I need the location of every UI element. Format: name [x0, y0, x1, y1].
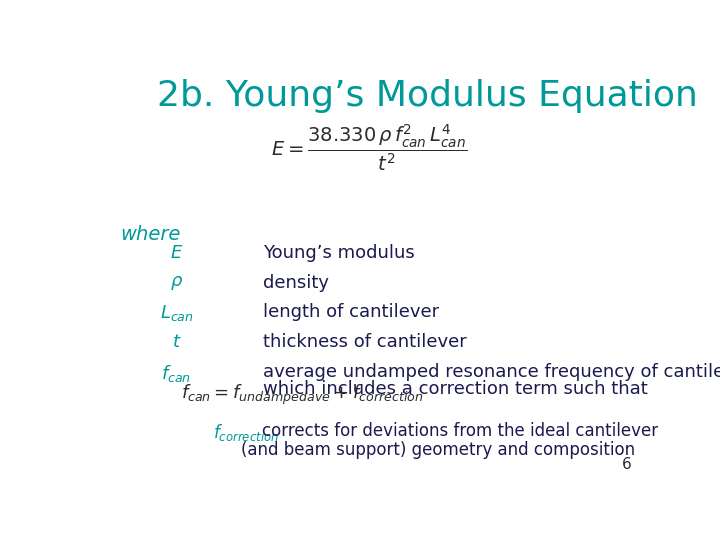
- Text: 2b. Young’s Modulus Equation: 2b. Young’s Modulus Equation: [157, 79, 698, 113]
- Text: 6: 6: [621, 457, 631, 472]
- Text: average undamped resonance frequency of cantilever,: average undamped resonance frequency of …: [263, 363, 720, 381]
- Text: $f_{can}$: $f_{can}$: [161, 363, 192, 384]
- Text: $\rho$: $\rho$: [170, 274, 183, 292]
- Text: density: density: [263, 274, 329, 292]
- Text: length of cantilever: length of cantilever: [263, 303, 439, 321]
- Text: (and beam support) geometry and composition: (and beam support) geometry and composit…: [240, 441, 635, 459]
- Text: corrects for deviations from the ideal cantilever: corrects for deviations from the ideal c…: [262, 422, 658, 441]
- Text: $E$: $E$: [170, 244, 183, 261]
- Text: where: where: [121, 225, 181, 244]
- Text: $f_{can} = f_{undampedave} + f_{correction}$: $f_{can} = f_{undampedave} + f_{correcti…: [181, 383, 423, 408]
- Text: thickness of cantilever: thickness of cantilever: [263, 333, 467, 352]
- Text: $L_{can}$: $L_{can}$: [160, 303, 194, 323]
- Text: $f_{correction}$: $f_{correction}$: [213, 422, 279, 443]
- Text: Young’s modulus: Young’s modulus: [263, 244, 415, 261]
- Text: which includes a correction term such that: which includes a correction term such th…: [263, 380, 648, 398]
- Text: $t$: $t$: [171, 333, 181, 352]
- Text: $E = \dfrac{38.330\,\rho\, f_{can}^{2}\, L_{can}^{4}}{t^{2}}$: $E = \dfrac{38.330\,\rho\, f_{can}^{2}\,…: [271, 123, 467, 173]
